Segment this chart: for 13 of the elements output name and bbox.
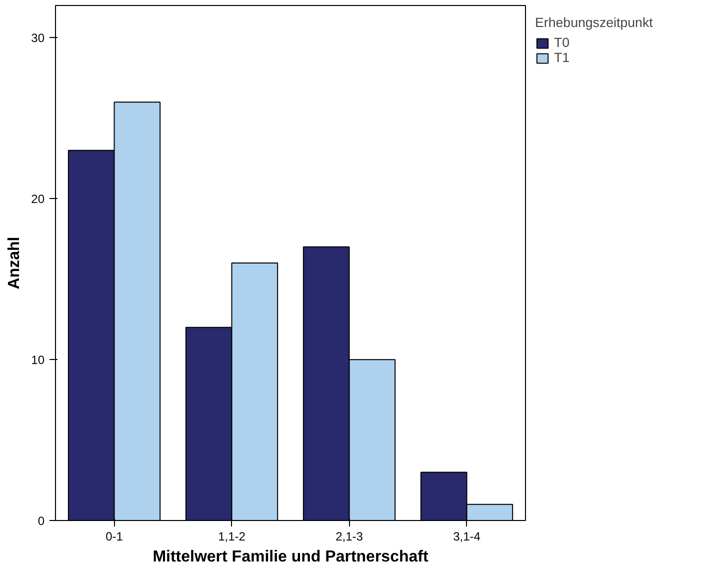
x-tick-label: 1,1-2 [218, 530, 246, 544]
x-axis-title: Mittelwert Familie und Partnerschaft [152, 548, 429, 566]
y-axis-title: Anzahl [6, 236, 24, 290]
legend-label: T0 [554, 35, 571, 50]
x-tick-label: 0-1 [106, 530, 124, 544]
y-tick-label: 20 [31, 192, 45, 206]
x-tick-label: 3,1-4 [453, 530, 481, 544]
y-tick-label: 30 [31, 31, 45, 46]
y-tick-label: 0 [38, 514, 45, 528]
legend-label: T1 [554, 50, 571, 65]
legend-title: Erhebungszeitpunkt [535, 15, 653, 30]
y-tick-label: 10 [31, 353, 45, 368]
x-tick-label: 2,1-3 [336, 530, 364, 544]
